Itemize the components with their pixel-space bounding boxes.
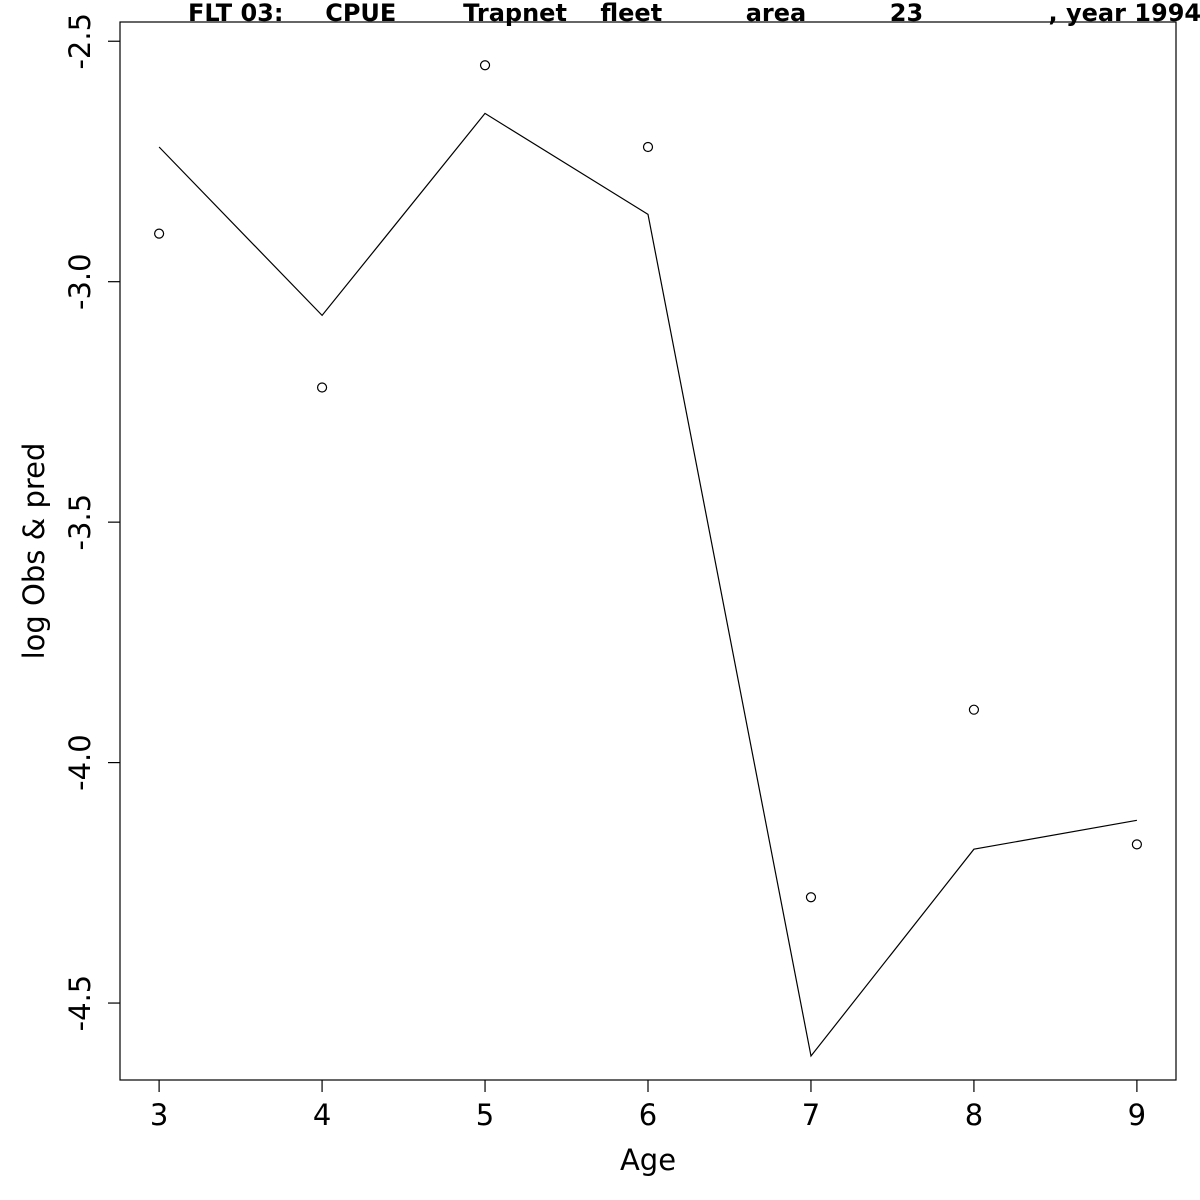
x-tick-label: 3	[150, 1098, 168, 1132]
observed-point	[479, 60, 491, 71]
x-tick-label: 7	[802, 1098, 820, 1132]
y-axis-title: log Obs & pred	[17, 443, 51, 660]
observed-point	[154, 228, 165, 239]
y-tick-label: -2.5	[63, 13, 97, 70]
observed-point	[642, 141, 654, 153]
x-tick-label: 9	[1128, 1098, 1146, 1132]
y-tick-label: -3.0	[63, 253, 97, 310]
x-axis: 3 4 5 6 7 8 9	[150, 1080, 1146, 1132]
y-tick-label: -3.5	[63, 494, 97, 551]
predicted-line	[158, 112, 1138, 1058]
x-axis-title: Age	[620, 1143, 676, 1177]
chart-title: FLT 03: CPUE Trapnet fleet area 23 , yea…	[188, 0, 1200, 27]
x-tick-label: 6	[639, 1098, 657, 1132]
x-tick-label: 4	[313, 1098, 331, 1132]
series-layer	[154, 60, 1142, 1058]
observed-point	[968, 704, 980, 715]
x-tick-label: 8	[965, 1098, 983, 1132]
x-tick-label: 5	[476, 1098, 494, 1132]
y-tick-label: -4.0	[63, 734, 97, 791]
y-axis: -2.5 -3.0 -3.5 -4.0 -4.5	[63, 13, 120, 1031]
observed-point	[1131, 839, 1142, 850]
observed-point	[805, 892, 817, 903]
observed-point	[316, 382, 328, 393]
y-tick-label: -4.5	[63, 975, 97, 1032]
